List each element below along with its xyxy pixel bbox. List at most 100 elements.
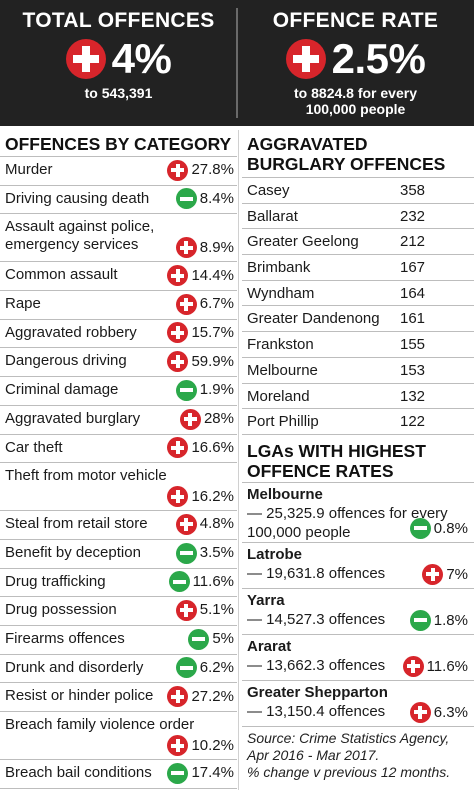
category-label: Drug possession (5, 601, 117, 619)
category-label: Resist or hinder police (5, 687, 154, 705)
increase-icon (167, 486, 189, 508)
category-change: 28% (179, 408, 234, 430)
burglary-title-line2: BURGLARY OFFENCES (247, 154, 446, 174)
column-divider (238, 130, 241, 790)
category-label: Car theft (5, 438, 63, 456)
increase-icon (175, 599, 197, 621)
category-row: Criminal damage 1.9% (0, 377, 237, 406)
category-label: Theft from motor vehicle (5, 467, 167, 485)
category-change-value: 28% (203, 410, 234, 427)
source-note: Source: Crime Statistics Agency, Apr 201… (242, 727, 474, 781)
category-change-value: 8.9% (199, 238, 234, 256)
lga-rate-text-line2: 100,000 people (247, 523, 351, 541)
summary-header: TOTAL OFFENCES 4% to 543,391 OFFENCE RAT… (0, 0, 474, 126)
category-row: Common assault 14.4% (0, 262, 237, 292)
category-row: Theft from motor vehicle 16.2% (0, 463, 237, 512)
category-row: Aggravated robbery 15.7% (0, 320, 237, 349)
increase-icon (175, 293, 197, 315)
burglary-count: 153 (400, 361, 426, 379)
decrease-icon (175, 188, 197, 210)
category-label: Criminal damage (5, 381, 119, 399)
lga-section-title: LGAs WITH HIGHEST OFFENCE RATES (242, 435, 474, 483)
increase-icon (65, 39, 106, 79)
burglary-list: Casey 358 Ballarat 232 Greater Geelong 212 Bri… (242, 178, 474, 435)
category-row: Driving causing death 8.4% (0, 186, 237, 215)
burglary-lga-name: Greater Geelong (247, 233, 359, 251)
lga-change: 6.3% (409, 701, 468, 723)
lga-title-line2: OFFENCE RATES (247, 460, 394, 481)
decrease-icon (175, 379, 197, 401)
total-offences-subtitle: to 543,391 (84, 85, 153, 101)
category-change-value: 1.9% (199, 381, 234, 399)
category-row: Dangerous driving 59.9% (0, 348, 237, 378)
category-change: 5% (188, 628, 234, 650)
category-change-value: 10.2% (191, 736, 234, 754)
category-label: Murder (5, 161, 53, 178)
category-change-value: 8.4% (199, 189, 234, 207)
category-change: 5.1% (175, 599, 234, 621)
increase-icon (167, 686, 189, 707)
category-label: Aggravated robbery (5, 323, 137, 341)
increase-icon (167, 351, 189, 373)
category-change-value: 17.4% (191, 764, 234, 782)
category-change: 8.9% (175, 237, 234, 259)
category-change: 59.9% (167, 351, 234, 373)
burglary-title-line1: AGGRAVATED (247, 134, 368, 154)
offence-rate-change-value: 2.5% (331, 35, 426, 82)
decrease-icon (188, 628, 210, 650)
lga-change-value: 6.3% (433, 703, 468, 721)
category-label: Benefit by deception (5, 543, 141, 561)
lga-rate-row: Latrobe — 19,631.8 offences 7% (242, 543, 474, 589)
category-change-value: 4.8% (199, 515, 234, 533)
lga-rate-text: — 13,150.4 offences (247, 702, 386, 720)
category-row: Rape 6.7% (0, 291, 237, 320)
category-change-value: 15.7% (191, 323, 234, 341)
category-row: Drug trafficking 11.6% (0, 569, 237, 598)
category-change-value: 5.1% (199, 601, 234, 619)
offence-rate-change: 2.5% (237, 37, 474, 81)
category-label: Assault against police, emergency servic… (5, 218, 155, 254)
category-label: Aggravated burglary (5, 409, 141, 427)
category-change-value: 14.4% (191, 266, 234, 284)
burglary-lga-name: Ballarat (247, 207, 298, 225)
burglary-lga-name: Wyndham (247, 284, 315, 302)
category-label: Drug trafficking (5, 572, 106, 590)
category-label: Steal from retail store (5, 515, 148, 533)
category-change-value: 27.8% (191, 161, 234, 179)
burglary-lga-name: Greater Dandenong (247, 310, 380, 328)
lga-change: 11.6% (402, 655, 468, 677)
category-row: Benefit by deception 3.5% (0, 540, 237, 569)
increase-icon (167, 322, 189, 344)
total-offences-title: TOTAL OFFENCES (22, 9, 215, 32)
increase-icon (167, 437, 189, 459)
lga-name: Ararat (247, 637, 292, 655)
increase-icon (179, 408, 201, 430)
category-change: 14.4% (167, 265, 234, 287)
burglary-count: 155 (400, 336, 426, 354)
lga-rate-text: — 19,631.8 offences (247, 564, 386, 582)
offences-by-category: OFFENCES BY CATEGORY Murder 27.8% Driving … (0, 130, 237, 789)
category-change: 10.2% (167, 735, 234, 756)
lga-change-value: 1.8% (433, 611, 468, 629)
category-label: Drunk and disorderly (5, 658, 144, 676)
lga-change-value: 11.6% (426, 657, 468, 675)
category-row: Resist or hinder police 27.2% (0, 683, 237, 712)
offence-rate-subtitle-line2: 100,000 people (305, 101, 406, 117)
lga-rate-text: — 13,662.3 offences (247, 656, 386, 674)
burglary-lga-name: Frankston (247, 336, 314, 354)
burglary-row: Moreland 132 (242, 384, 474, 410)
category-change: 27.2% (167, 686, 234, 707)
category-change: 17.4% (167, 762, 234, 784)
lga-rate-row: Greater Shepparton — 13,150.4 offences 6.3… (242, 681, 474, 727)
lga-title-line1: LGAs WITH HIGHEST (247, 440, 426, 461)
category-row: Breach bail conditions 17.4% (0, 760, 237, 789)
burglary-lga-name: Moreland (247, 387, 310, 405)
lga-list: Melbourne — 25,325.9 offences for every 10… (242, 483, 474, 727)
lga-change: 1.8% (409, 609, 468, 631)
category-change: 4.8% (175, 513, 234, 535)
category-section-title: OFFENCES BY CATEGORY (0, 130, 237, 157)
category-row: Drunk and disorderly 6.2% (0, 655, 237, 684)
decrease-icon (175, 542, 197, 564)
burglary-section-title: AGGRAVATED BURGLARY OFFENCES (242, 130, 474, 178)
increase-icon (167, 735, 189, 756)
